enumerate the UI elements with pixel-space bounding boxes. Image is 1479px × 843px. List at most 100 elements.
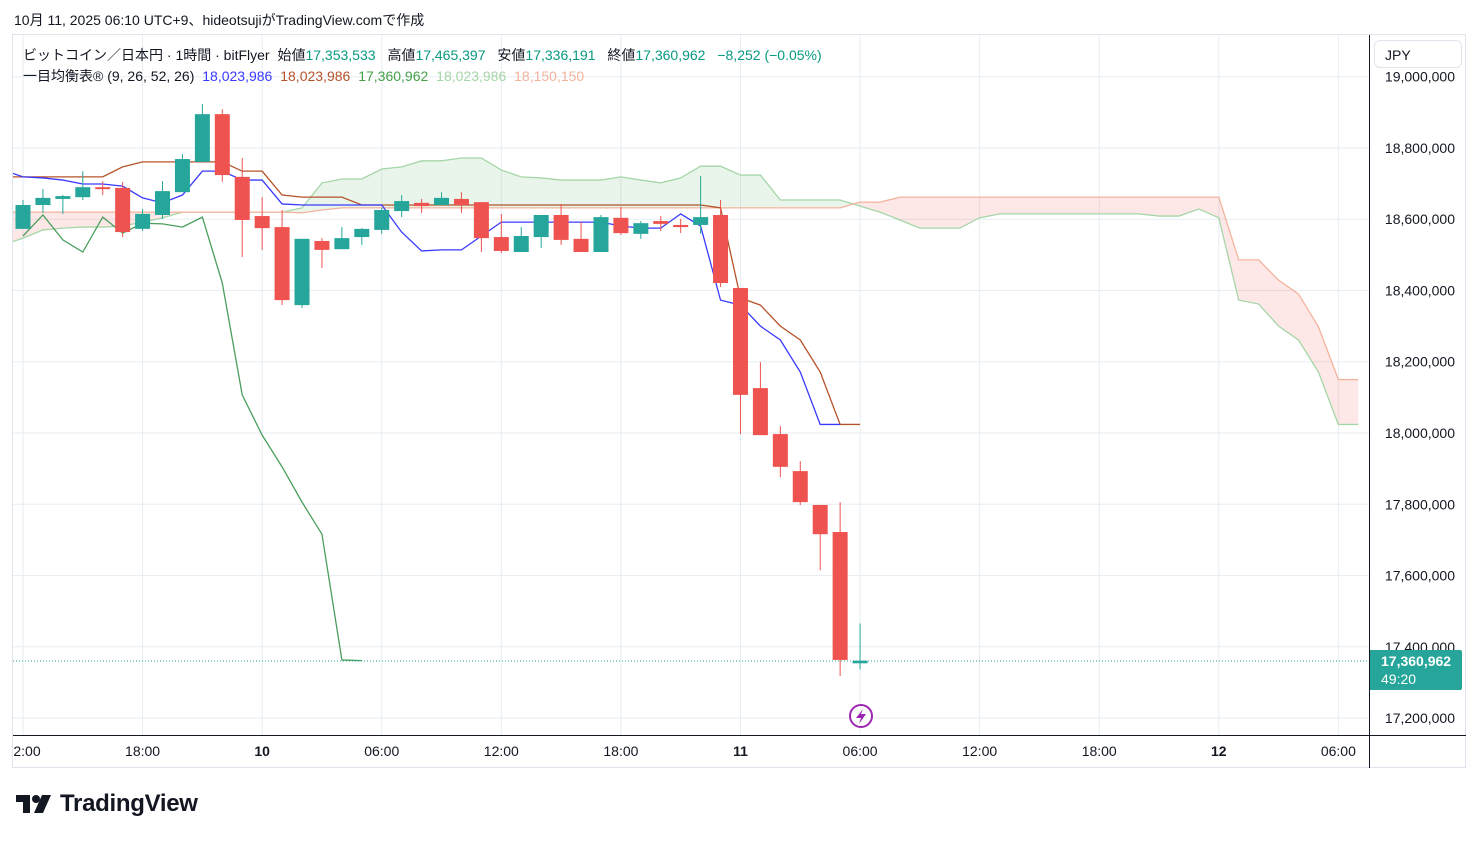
candle-bullish <box>294 238 310 308</box>
candle-bullish <box>434 192 450 205</box>
candle-body <box>573 238 589 253</box>
open-value: 17,353,533 <box>305 47 376 63</box>
candle-body <box>314 240 330 250</box>
time-tick-label: 12:00 <box>962 743 997 759</box>
candle-bearish <box>493 213 509 254</box>
kijun-sen-line <box>13 161 861 426</box>
cloud-segment-bullish <box>361 169 382 208</box>
cloud-segment-bullish <box>660 177 681 208</box>
open-label: 始値 <box>277 47 306 63</box>
cloud-segment-bullish <box>441 157 462 208</box>
candle-body <box>593 217 609 253</box>
candle-body <box>772 434 788 467</box>
price-tick-label: 18,600,000 <box>1385 211 1455 227</box>
cloud-segment-bullish <box>321 178 342 210</box>
candle-bearish <box>792 461 808 505</box>
time-axis[interactable]: 2:00 18:00 10 06:00 12:00 18:00 11 06:00 12:00 18… <box>13 743 1356 759</box>
close-label: 終値 <box>607 47 636 63</box>
cloud-segment-bearish <box>1159 197 1179 217</box>
low-value: 17,336,191 <box>525 47 596 63</box>
cloud-segment-bearish <box>1338 379 1359 425</box>
cloud-segment-bullish <box>341 178 362 208</box>
candle-body <box>234 176 250 220</box>
span-b-value: 18,150,150 <box>514 68 585 84</box>
cloud-segment-bullish <box>600 176 621 208</box>
ohlc-legend: ビットコイン／日本円 · 1時間 · bitFlyer 始値17,353,533… <box>23 45 826 65</box>
kijun-value: 18,023,986 <box>280 68 351 84</box>
indicator-title[interactable]: 一目均衡表® (9, 26, 52, 26) <box>23 68 195 84</box>
close-value: 17,360,962 <box>635 47 706 63</box>
ichimoku-lines <box>13 157 1359 662</box>
candle-body <box>155 191 171 215</box>
candle-bullish <box>55 195 71 214</box>
candle-bearish <box>732 288 748 435</box>
time-tick-label: 11 <box>733 743 748 759</box>
cloud-segment-bearish <box>919 197 940 229</box>
currency-button[interactable]: JPY <box>1374 40 1462 68</box>
symbol-title[interactable]: ビットコイン／日本円 · 1時間 · bitFlyer <box>23 47 270 63</box>
high-value: 17,465,397 <box>415 47 486 63</box>
cloud-segment-bearish <box>1318 326 1339 425</box>
tradingview-logo[interactable]: TradingView <box>16 790 198 818</box>
time-tick-label: 10 <box>254 743 270 759</box>
candle-body <box>274 227 290 301</box>
last-price-label: 17,360,962 49:20 <box>1370 650 1462 690</box>
ichimoku-cloud <box>13 157 1359 425</box>
candle-bullish <box>334 227 350 250</box>
price-tick-label: 18,200,000 <box>1385 354 1455 370</box>
cloud-segment-bearish <box>1198 197 1219 218</box>
candle-bullish <box>354 228 370 245</box>
price-tick-label: 19,000,000 <box>1385 69 1455 85</box>
cloud-segment-bearish <box>1119 197 1140 214</box>
candle-body <box>135 213 151 229</box>
cloud-segment-bullish <box>720 166 741 208</box>
time-tick-label: 18:00 <box>603 743 638 759</box>
candle-bearish <box>115 181 131 238</box>
candle-body <box>533 214 549 238</box>
cloud-segment-bullish <box>820 200 841 208</box>
price-tick-label: 17,600,000 <box>1385 568 1455 584</box>
candle-bearish <box>713 200 729 287</box>
candle-body <box>513 235 529 253</box>
cloud-segment-bullish <box>381 166 402 208</box>
cloud-segment-bullish <box>401 160 422 208</box>
price-tick-label: 17,200,000 <box>1385 710 1455 726</box>
candle-body <box>453 198 469 205</box>
low-label: 安値 <box>497 47 526 63</box>
tradingview-logo-icon <box>16 795 51 813</box>
candle-body <box>633 223 649 234</box>
candle-body <box>394 201 410 212</box>
cloud-segment-bullish <box>760 175 781 208</box>
cloud-segment-bearish <box>959 197 980 229</box>
ichimoku-legend: 一目均衡表® (9, 26, 52, 26) 18,023,986 18,023… <box>23 66 588 86</box>
cloud-segment-bearish <box>1218 197 1239 301</box>
last-price-value: 17,360,962 <box>1381 653 1452 669</box>
candle-bearish <box>832 502 848 676</box>
candle-body <box>15 204 31 229</box>
candle-body <box>613 217 629 234</box>
candle-bullish <box>75 171 91 201</box>
cloud-segment-bearish <box>860 202 880 213</box>
candle-bullish <box>174 154 190 193</box>
candle-body <box>653 221 669 224</box>
candle-body <box>214 114 230 176</box>
candle-body <box>713 214 729 284</box>
cloud-segment-bullish <box>421 160 442 208</box>
candle-bearish <box>95 181 111 196</box>
candle-bullish <box>194 103 210 162</box>
lightning-event-icon[interactable] <box>849 704 873 728</box>
cloud-segment-bearish <box>1079 197 1100 214</box>
cloud-segment-bearish <box>899 197 920 229</box>
candle-bearish <box>752 362 768 436</box>
chart-caption: 10月 11, 2025 06:10 UTC+9、hideotsujiがTrad… <box>14 12 425 28</box>
cloud-segment-bullish <box>700 166 721 208</box>
candle-body <box>493 237 509 251</box>
candle-bullish <box>155 181 171 219</box>
candle-body <box>852 660 868 664</box>
cloud-segment-bullish <box>780 200 801 208</box>
cloud-segment-bearish <box>999 197 1020 214</box>
candle-bullish <box>374 207 390 234</box>
candle-bearish <box>214 109 230 182</box>
price-axis[interactable]: 17,200,00017,400,00017,600,00017,800,000… <box>1385 69 1455 726</box>
